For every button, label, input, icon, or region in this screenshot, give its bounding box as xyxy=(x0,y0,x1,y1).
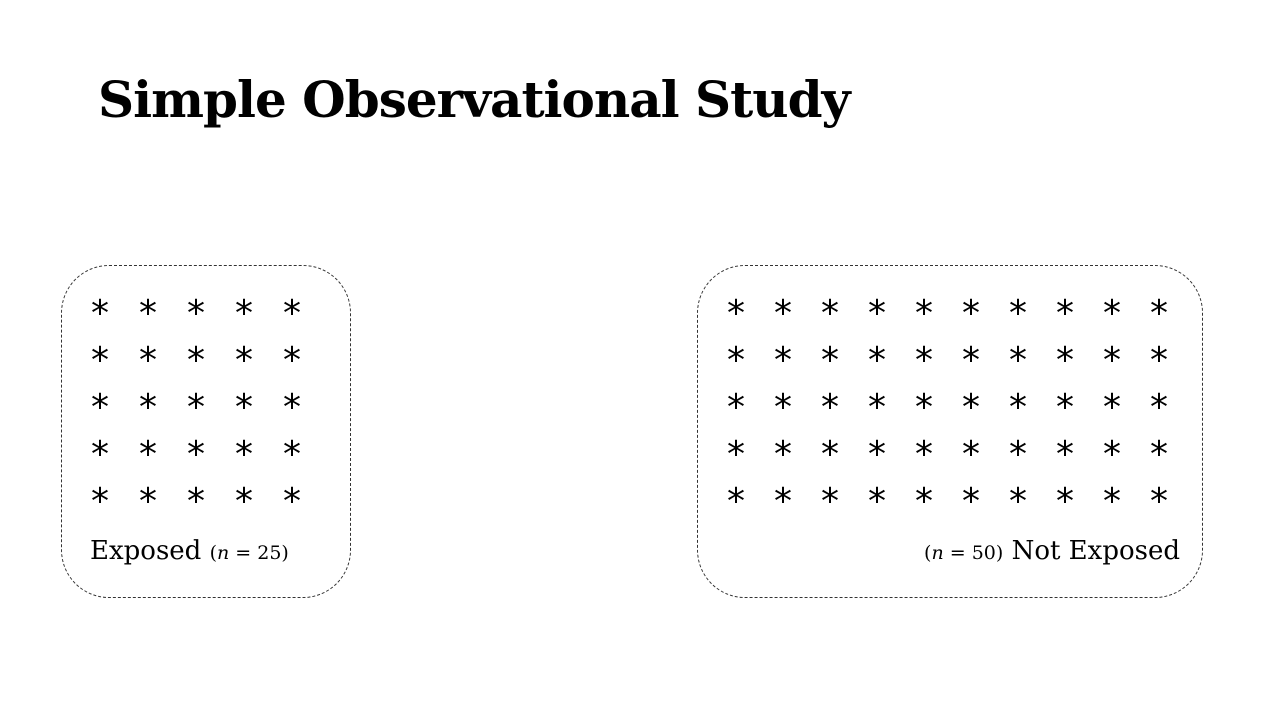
subject-marker: * xyxy=(1009,340,1027,381)
subject-marker: * xyxy=(774,340,792,381)
subject-marker: * xyxy=(283,481,301,522)
subject-marker: * xyxy=(821,293,839,334)
not-exposed-count-value: = 50) xyxy=(943,542,1004,564)
subject-marker: * xyxy=(235,481,253,522)
subject-marker: * xyxy=(1103,481,1121,522)
subject-marker: * xyxy=(868,387,886,428)
subject-marker: * xyxy=(283,293,301,334)
subject-marker: * xyxy=(283,387,301,428)
not-exposed-caption: (n = 50) Not Exposed xyxy=(924,534,1180,570)
slide-title: Simple Observational Study xyxy=(98,70,851,129)
subject-marker: * xyxy=(821,434,839,475)
subject-marker: * xyxy=(1056,481,1074,522)
subject-marker: * xyxy=(868,340,886,381)
subject-marker: * xyxy=(1103,340,1121,381)
subject-marker: * xyxy=(727,481,745,522)
subject-marker: * xyxy=(915,340,933,381)
subject-marker: * xyxy=(187,293,205,334)
subject-marker: * xyxy=(727,340,745,381)
subject-marker: * xyxy=(727,434,745,475)
not-exposed-subjects-grid: * * * * * * * * * * * * * * * * * * * * * * * * * * * * * * * * * * * * * * * *… xyxy=(722,290,1192,525)
subject-marker: * xyxy=(1009,434,1027,475)
subject-marker: * xyxy=(915,434,933,475)
subject-marker: * xyxy=(774,387,792,428)
subject-marker: * xyxy=(91,340,109,381)
subject-marker: * xyxy=(1056,340,1074,381)
subject-marker: * xyxy=(1103,293,1121,334)
subject-marker: * xyxy=(235,387,253,428)
subject-marker: * xyxy=(1150,387,1168,428)
subject-marker: * xyxy=(187,387,205,428)
subject-marker: * xyxy=(283,434,301,475)
subject-marker: * xyxy=(235,340,253,381)
subject-marker: * xyxy=(727,293,745,334)
exposed-count: (n = 25) xyxy=(210,542,289,564)
subject-marker: * xyxy=(774,434,792,475)
exposed-count-n: n xyxy=(217,542,230,564)
not-exposed-count-open: ( xyxy=(924,542,932,564)
subject-marker: * xyxy=(1009,293,1027,334)
subject-marker: * xyxy=(821,340,839,381)
subject-marker: * xyxy=(915,387,933,428)
subject-marker: * xyxy=(1150,434,1168,475)
subject-marker: * xyxy=(1009,387,1027,428)
subject-marker: * xyxy=(91,481,109,522)
subject-marker: * xyxy=(962,293,980,334)
not-exposed-count: (n = 50) xyxy=(924,542,1003,564)
subject-marker: * xyxy=(1009,481,1027,522)
exposed-count-open: ( xyxy=(209,542,217,564)
subject-marker: * xyxy=(187,481,205,522)
subject-marker: * xyxy=(962,481,980,522)
subject-marker: * xyxy=(915,481,933,522)
subject-marker: * xyxy=(962,340,980,381)
subject-marker: * xyxy=(962,434,980,475)
exposed-caption: Exposed (n = 25) xyxy=(90,534,289,570)
subject-marker: * xyxy=(235,293,253,334)
subject-marker: * xyxy=(727,387,745,428)
exposed-subjects-grid: * * * * * * * * * * * * * * * * * * * * * * * * * xyxy=(86,290,326,525)
subject-marker: * xyxy=(1056,293,1074,334)
subject-marker: * xyxy=(1056,434,1074,475)
subject-marker: * xyxy=(1150,293,1168,334)
exposed-count-value: = 25) xyxy=(229,542,289,564)
subject-marker: * xyxy=(868,434,886,475)
subject-marker: * xyxy=(139,481,157,522)
exposed-group-box: * * * * * * * * * * * * * * * * * * * * * * * * * Exposed (n = 2… xyxy=(61,265,351,598)
subject-marker: * xyxy=(139,293,157,334)
subject-marker: * xyxy=(139,387,157,428)
subject-marker: * xyxy=(91,434,109,475)
subject-marker: * xyxy=(774,481,792,522)
subject-marker: * xyxy=(821,481,839,522)
subject-marker: * xyxy=(283,340,301,381)
subject-marker: * xyxy=(868,293,886,334)
subject-marker: * xyxy=(139,434,157,475)
subject-marker: * xyxy=(1103,387,1121,428)
not-exposed-group-box: * * * * * * * * * * * * * * * * * * * * * * * * * * * * * * * * * * * * * * * *… xyxy=(697,265,1203,598)
subject-marker: * xyxy=(1150,481,1168,522)
subject-marker: * xyxy=(821,387,839,428)
subject-marker: * xyxy=(962,387,980,428)
subject-marker: * xyxy=(187,340,205,381)
not-exposed-label: Not Exposed xyxy=(1011,536,1180,566)
not-exposed-count-n: n xyxy=(931,542,944,564)
exposed-label: Exposed xyxy=(90,536,202,566)
subject-marker: * xyxy=(91,387,109,428)
subject-marker: * xyxy=(91,293,109,334)
subject-marker: * xyxy=(1056,387,1074,428)
subject-marker: * xyxy=(1150,340,1168,381)
subject-marker: * xyxy=(915,293,933,334)
subject-marker: * xyxy=(187,434,205,475)
subject-marker: * xyxy=(235,434,253,475)
subject-marker: * xyxy=(868,481,886,522)
subject-marker: * xyxy=(139,340,157,381)
subject-marker: * xyxy=(774,293,792,334)
subject-marker: * xyxy=(1103,434,1121,475)
